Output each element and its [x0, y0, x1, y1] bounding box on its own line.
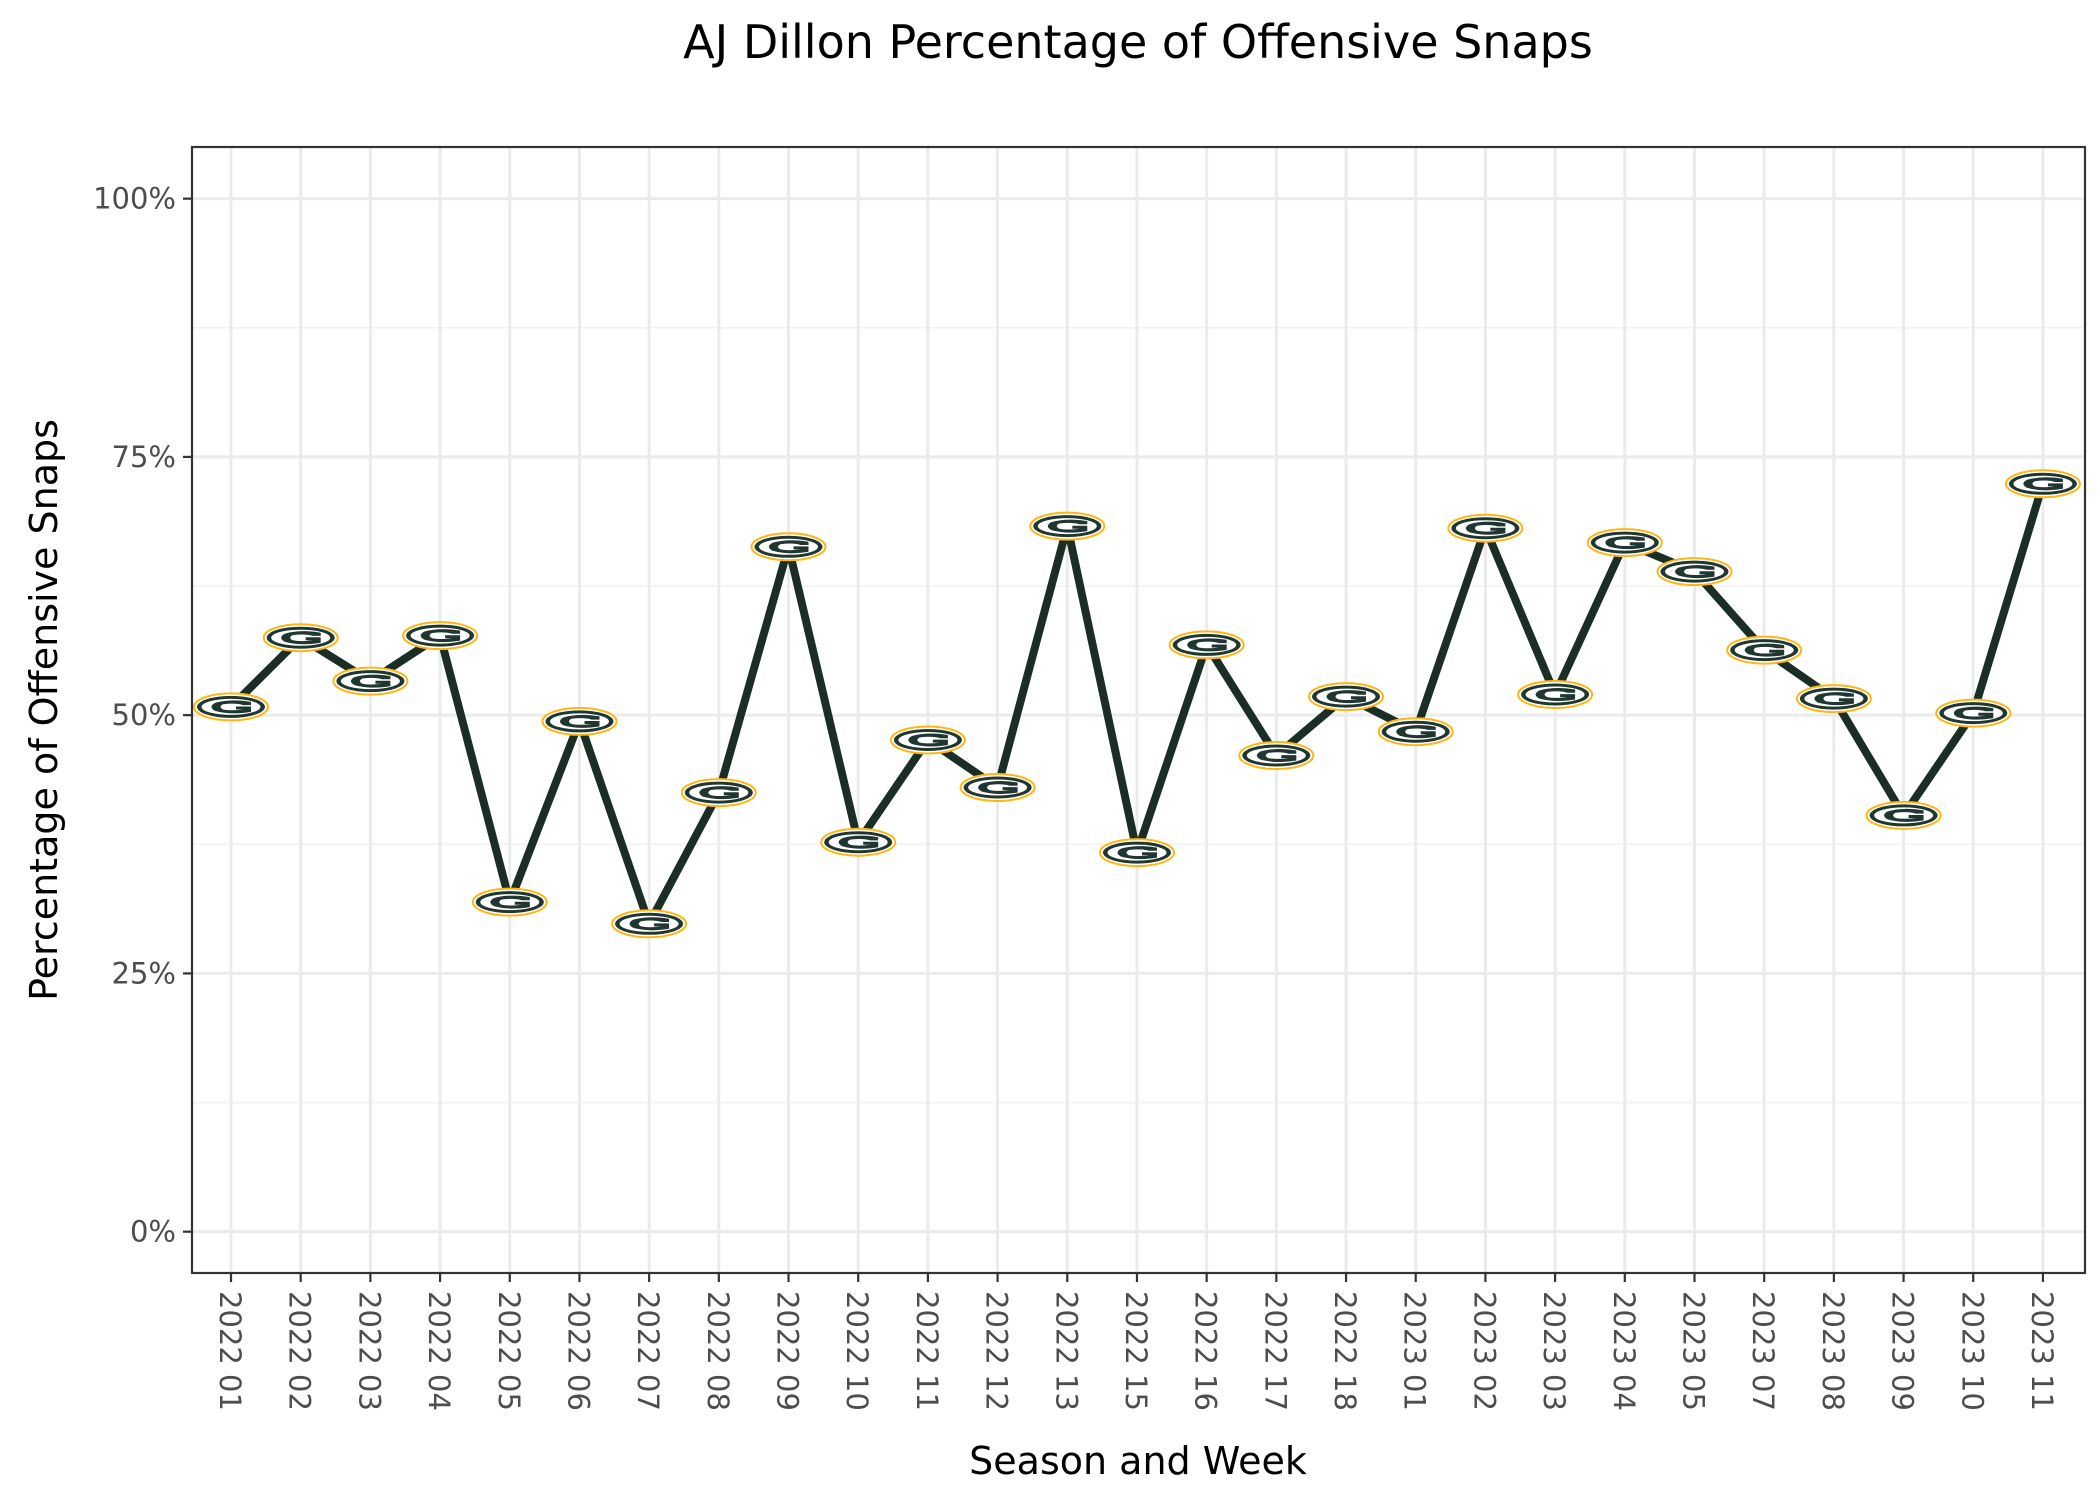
- team-logo-icon: [1675, 565, 1715, 579]
- team-logo-icon: [1953, 706, 1994, 720]
- x-tick-label: 2023 09: [1886, 1291, 1920, 1411]
- team-logo-icon: [1465, 521, 1506, 535]
- x-tick-label: 2022 05: [492, 1291, 526, 1411]
- x-tick-label: 2023 04: [1607, 1291, 1641, 1411]
- x-tick-label: 2023 01: [1398, 1291, 1432, 1411]
- team-logo-icon: [1256, 748, 1297, 763]
- data-point-marker: [471, 887, 548, 917]
- y-axis: 0% 25% 50% 75% 100%: [93, 182, 192, 1249]
- team-logo-icon: [1117, 846, 1157, 860]
- team-logo-icon: [420, 629, 461, 643]
- x-tick-label: 2022 15: [1119, 1291, 1153, 1411]
- team-logo-icon: [978, 780, 1018, 795]
- team-logo-icon: [1326, 690, 1366, 704]
- data-point-marker: [1168, 630, 1245, 660]
- team-logo-icon: [1814, 692, 1854, 706]
- x-tick-label: 2022 07: [631, 1291, 665, 1411]
- data-point-marker: [541, 706, 618, 736]
- grid: [192, 147, 2085, 1273]
- data-point-marker: [1447, 513, 1524, 543]
- data-point-marker: [1099, 838, 1175, 868]
- data-point-marker: [889, 725, 966, 755]
- team-logo-icon: [1047, 519, 1088, 533]
- data-point-marker: [402, 621, 479, 651]
- team-logo-icon: [838, 835, 879, 849]
- x-tick-label: 2022 03: [352, 1291, 386, 1411]
- team-logo-icon: [2023, 477, 2063, 491]
- team-logo-icon: [211, 700, 251, 714]
- x-tick-label: 2023 02: [1467, 1291, 1501, 1411]
- y-tick-label: 0%: [130, 1215, 176, 1249]
- data-point-marker: [262, 623, 339, 653]
- x-axis: 2022 01 2022 02 2022 03 2022 04 2022 05 2022 …: [213, 1273, 2059, 1411]
- data-point-marker: [1865, 800, 1942, 830]
- team-logo-icon: [1535, 687, 1576, 702]
- data-point-marker: [1795, 684, 1872, 714]
- data-point-marker: [2004, 469, 2081, 499]
- y-tick-label: 50%: [112, 698, 176, 732]
- data-point-marker: [820, 827, 897, 857]
- x-tick-label: 2023 03: [1537, 1291, 1571, 1411]
- data-point-marker: [680, 778, 757, 808]
- x-tick-label: 2023 08: [1816, 1291, 1850, 1411]
- data-point-marker: [1586, 528, 1663, 558]
- x-tick-label: 2022 09: [771, 1291, 805, 1411]
- data-point-marker: [1656, 557, 1733, 587]
- y-tick-label: 25%: [112, 956, 176, 990]
- data-point-marker: [1377, 717, 1454, 747]
- data-point-marker: [1238, 741, 1315, 770]
- chart-title: AJ Dillon Percentage of Offensive Snaps: [683, 15, 1593, 69]
- data-point-marker: [959, 773, 1036, 802]
- x-tick-label: 2022 17: [1258, 1291, 1292, 1411]
- x-tick-label: 2023 05: [1677, 1291, 1711, 1411]
- data-point-marker: [332, 666, 409, 696]
- team-logo-icon: [490, 895, 530, 909]
- x-axis-title: Season and Week: [969, 1439, 1307, 1483]
- team-logo-icon: [560, 714, 600, 728]
- team-logo-icon: [699, 786, 739, 800]
- data-point-marker: [1517, 680, 1594, 709]
- data-point-marker: [1029, 511, 1106, 541]
- y-axis-title: Percentage of Offensive Snaps: [22, 419, 66, 1001]
- x-tick-label: 2022 04: [422, 1291, 456, 1411]
- data-point-marker: [1726, 635, 1803, 665]
- team-logo-icon: [1744, 643, 1785, 657]
- x-tick-label: 2022 18: [1328, 1291, 1362, 1411]
- x-tick-label: 2022 13: [1049, 1291, 1083, 1411]
- team-logo-icon: [1396, 725, 1436, 739]
- data-point-marker: [1935, 698, 2012, 728]
- x-tick-label: 2022 02: [283, 1291, 317, 1411]
- team-logo-icon: [629, 917, 670, 931]
- data-point-marker: [611, 909, 688, 939]
- data-point-marker: [750, 532, 827, 562]
- x-tick-label: 2022 16: [1189, 1291, 1223, 1411]
- x-tick-label: 2023 07: [1746, 1291, 1780, 1411]
- data-point-marker: [1308, 682, 1384, 712]
- x-tick-label: 2023 11: [2025, 1291, 2059, 1411]
- x-tick-label: 2022 06: [562, 1291, 596, 1411]
- team-logo-icon: [1884, 808, 1924, 822]
- data-point-marker: [193, 692, 269, 722]
- y-tick-label: 75%: [112, 440, 176, 474]
- team-logo-icon: [1605, 536, 1645, 550]
- x-tick-label: 2022 10: [840, 1291, 874, 1411]
- markers-layer: [193, 469, 2081, 939]
- team-logo-icon: [769, 540, 809, 554]
- x-tick-label: 2022 01: [213, 1291, 247, 1411]
- x-tick-label: 2022 11: [910, 1291, 944, 1411]
- y-tick-label: 100%: [93, 182, 176, 216]
- x-tick-label: 2023 10: [1955, 1291, 1989, 1411]
- team-logo-icon: [1187, 638, 1227, 652]
- x-tick-label: 2022 08: [701, 1291, 735, 1411]
- x-tick-label: 2022 12: [980, 1291, 1014, 1411]
- team-logo-icon: [908, 733, 948, 747]
- team-logo-icon: [281, 631, 321, 645]
- team-logo-icon: [350, 674, 391, 688]
- panel-border: [190, 145, 2087, 1275]
